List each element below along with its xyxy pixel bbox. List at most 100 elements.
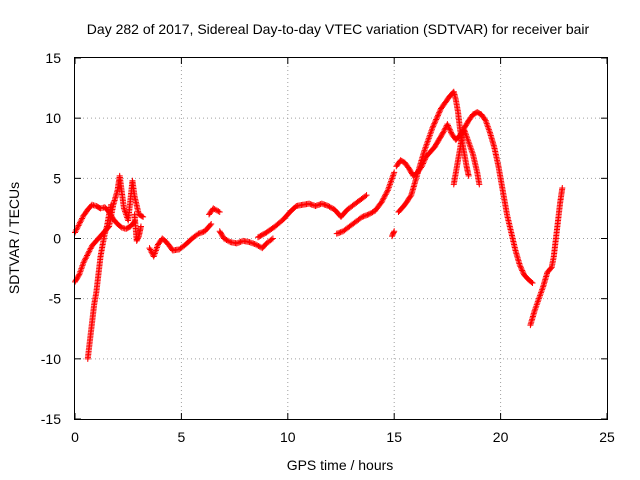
data-point	[269, 235, 276, 242]
data-point	[390, 229, 397, 236]
data-point	[434, 112, 441, 119]
data-point	[381, 192, 388, 199]
data-point	[139, 213, 146, 220]
data-point	[484, 122, 491, 129]
data-point	[78, 265, 85, 272]
data-point	[425, 136, 432, 143]
data-point	[211, 206, 218, 213]
data-point	[212, 206, 219, 213]
data-point	[440, 129, 447, 136]
data-point	[389, 173, 396, 180]
data-point	[378, 199, 385, 206]
data-point	[194, 231, 201, 238]
data-point	[87, 245, 94, 252]
data-point	[255, 242, 262, 249]
data-point	[390, 172, 397, 179]
data-point	[81, 256, 88, 263]
data-point	[426, 133, 433, 140]
chart-title: Day 282 of 2017, Sidereal Day-to-day VTE…	[87, 21, 590, 37]
data-point	[77, 267, 84, 274]
data-point	[379, 196, 386, 203]
data-point	[137, 223, 144, 230]
x-tick-label: 10	[280, 429, 296, 445]
data-point	[391, 228, 398, 235]
data-point	[369, 209, 376, 216]
y-tick-label: 5	[53, 170, 61, 186]
data-point	[532, 304, 539, 311]
data-point	[485, 126, 492, 133]
data-point	[528, 279, 535, 286]
data-series	[84, 201, 115, 362]
series-layer	[72, 88, 566, 362]
data-point	[363, 192, 370, 199]
data-point	[432, 117, 439, 124]
data-point	[74, 223, 81, 230]
data-point	[464, 136, 471, 143]
data-point	[444, 121, 451, 128]
data-point	[327, 204, 334, 211]
data-point	[365, 211, 372, 218]
data-point	[534, 300, 541, 307]
data-point	[427, 130, 434, 137]
axis-ticks: 0 5 10 15 20 25 -15 -10 -5 0 5 10 15	[41, 50, 615, 445]
data-point	[519, 268, 526, 275]
data-point	[207, 222, 214, 229]
data-point	[226, 238, 233, 245]
data-point	[380, 195, 387, 202]
data-point	[368, 209, 375, 216]
data-point	[81, 258, 88, 265]
data-point	[533, 301, 540, 308]
data-point	[325, 203, 332, 210]
data-point	[484, 123, 491, 130]
data-point	[440, 128, 447, 135]
data-point	[326, 203, 333, 210]
data-point	[420, 160, 427, 167]
data-point	[465, 172, 472, 179]
data-point	[534, 298, 541, 305]
data-point	[436, 109, 443, 116]
data-point	[469, 149, 476, 156]
data-series	[333, 169, 398, 237]
data-point	[434, 113, 441, 120]
data-series	[395, 88, 472, 216]
x-axis-title: GPS time / hours	[287, 457, 394, 473]
data-point	[466, 142, 473, 149]
data-point	[485, 125, 492, 132]
data-point	[78, 264, 85, 271]
data-point	[535, 295, 542, 302]
data-point	[538, 289, 545, 296]
data-point	[466, 140, 473, 147]
data-point	[75, 272, 82, 279]
data-point	[379, 198, 386, 205]
data-point	[465, 137, 472, 144]
data-point	[517, 263, 524, 270]
data-point	[536, 292, 543, 299]
data-point	[446, 126, 453, 133]
data-point	[214, 207, 221, 214]
data-point	[435, 111, 442, 118]
data-point	[441, 126, 448, 133]
data-point	[252, 241, 259, 248]
data-point	[77, 218, 84, 225]
data-point	[538, 288, 545, 295]
data-point	[147, 246, 154, 253]
data-point	[468, 148, 475, 155]
data-series	[527, 184, 566, 329]
data-point	[433, 115, 440, 122]
grid	[75, 58, 607, 419]
y-tick-label: 10	[45, 110, 61, 126]
y-tick-label: -10	[41, 351, 61, 367]
data-point	[84, 252, 91, 259]
data-point	[424, 139, 431, 146]
data-point	[389, 175, 396, 182]
data-point	[146, 245, 153, 252]
data-point	[531, 307, 538, 314]
data-point	[75, 222, 82, 229]
data-point	[532, 306, 539, 313]
data-point	[386, 182, 393, 189]
data-point	[418, 164, 425, 171]
data-point	[539, 285, 546, 292]
data-point	[210, 205, 217, 212]
data-point	[533, 303, 540, 310]
data-point	[108, 201, 115, 208]
